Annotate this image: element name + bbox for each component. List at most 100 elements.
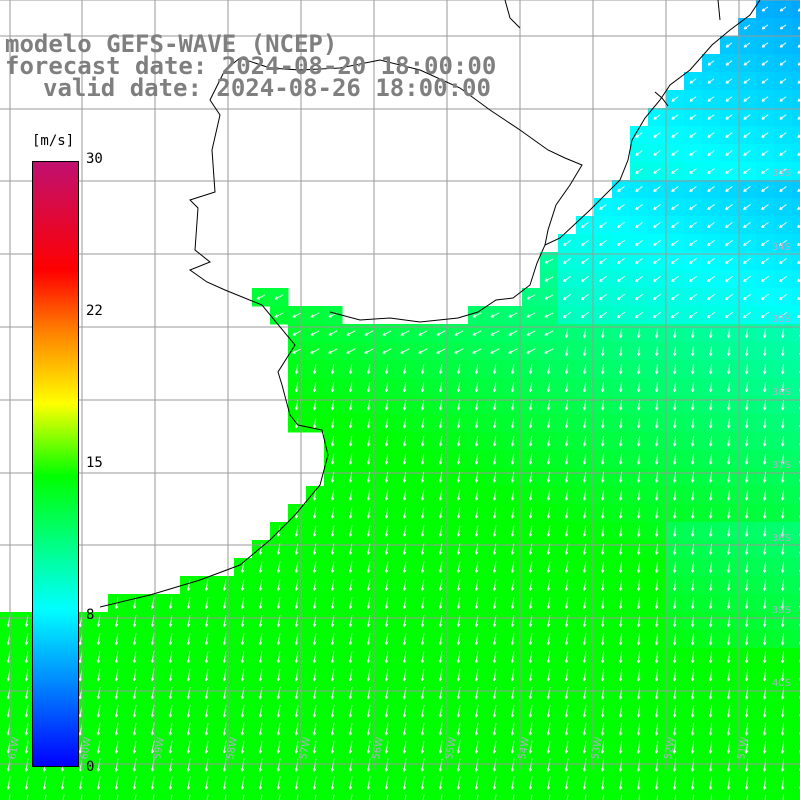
wind-arrow <box>528 435 533 447</box>
wind-arrow <box>564 686 569 700</box>
wind-arrow <box>726 579 731 591</box>
ocean-cell <box>792 774 800 793</box>
wind-arrow <box>26 794 29 800</box>
wind-arrow <box>724 293 733 301</box>
wind-arrow <box>725 150 733 156</box>
wind-arrow <box>384 382 389 393</box>
wind-arrow <box>726 346 731 357</box>
wind-arrow <box>258 722 263 736</box>
wind-arrow <box>778 311 788 319</box>
wind-arrow <box>296 794 299 800</box>
wind-arrow <box>438 686 443 700</box>
wind-arrow <box>708 525 713 537</box>
wind-arrow <box>689 240 697 247</box>
wind-arrow <box>528 651 533 664</box>
wind-arrow <box>743 132 751 138</box>
wind-arrow <box>330 507 335 519</box>
wind-arrow <box>510 382 515 393</box>
ocean-cell <box>252 792 271 800</box>
wind-arrow <box>474 525 479 537</box>
wind-arrow <box>384 399 389 411</box>
wind-arrow <box>420 776 425 790</box>
wind-arrow <box>708 507 713 519</box>
wind-arrow <box>384 668 389 682</box>
wind-arrow <box>744 364 749 375</box>
wind-arrow <box>384 704 389 718</box>
ocean-cell <box>792 756 800 775</box>
wind-arrow <box>598 311 608 319</box>
ocean-cell <box>792 396 800 415</box>
wind-arrow <box>24 668 29 682</box>
wind-arrow <box>348 471 353 483</box>
wind-arrow <box>618 417 623 429</box>
wind-arrow <box>492 489 497 501</box>
wind-arrow <box>654 758 659 772</box>
wind-arrow <box>294 382 299 393</box>
wind-arrow <box>600 758 605 772</box>
wind-arrow <box>564 668 569 682</box>
wind-arrow <box>654 597 659 609</box>
wind-arrow <box>690 615 695 628</box>
wind-arrow <box>616 293 625 301</box>
wind-arrow <box>382 348 392 354</box>
wind-arrow <box>312 597 317 609</box>
wind-arrow <box>292 330 302 336</box>
wind-arrow <box>24 615 29 628</box>
wind-arrow <box>726 561 731 573</box>
wind-arrow <box>544 348 554 354</box>
wind-arrow <box>618 328 623 338</box>
wind-arrow <box>636 346 641 357</box>
wind-arrow <box>761 96 769 102</box>
wind-arrow <box>654 740 659 754</box>
wind-arrow <box>204 633 209 646</box>
wind-arrow <box>797 152 800 156</box>
wind-arrow <box>510 561 515 573</box>
wind-arrow <box>96 633 101 646</box>
ocean-cell <box>396 792 415 800</box>
wind-arrow <box>474 722 479 736</box>
wind-arrow <box>330 382 335 393</box>
wind-arrow <box>672 597 677 609</box>
wind-arrow <box>188 794 191 800</box>
wind-arrow <box>599 204 607 210</box>
wind-arrow <box>708 435 713 447</box>
wind-arrow <box>420 651 425 664</box>
wind-arrow <box>690 776 695 790</box>
wind-arrow <box>636 722 641 736</box>
wind-arrow <box>510 668 515 682</box>
wind-arrow <box>418 348 428 354</box>
wind-arrow <box>526 294 536 300</box>
wind-arrow <box>438 633 443 646</box>
wind-arrow <box>456 382 461 393</box>
wind-arrow <box>780 399 785 411</box>
wind-arrow <box>456 686 461 700</box>
wind-arrow <box>762 668 767 682</box>
colorbar-tick-15: 15 <box>86 455 103 471</box>
wind-arrow <box>510 453 515 465</box>
wind-arrow <box>60 776 65 790</box>
ocean-cell <box>342 792 361 800</box>
wind-arrow <box>512 794 515 800</box>
wind-arrow <box>402 453 407 465</box>
wind-arrow <box>96 722 101 736</box>
wind-arrow <box>726 776 731 790</box>
wind-arrow <box>762 399 767 411</box>
wind-arrow <box>708 364 713 375</box>
wind-arrow <box>492 507 497 519</box>
wind-arrow <box>546 668 551 682</box>
wind-arrow <box>546 453 551 465</box>
ocean-cell <box>792 144 800 163</box>
wind-arrow <box>564 507 569 519</box>
wind-arrow <box>510 471 515 483</box>
wind-arrow <box>274 312 284 318</box>
wind-arrow <box>310 330 320 336</box>
wind-arrow <box>689 132 697 138</box>
wind-arrow <box>474 668 479 682</box>
wind-arrow <box>580 258 589 265</box>
wind-arrow <box>24 704 29 718</box>
wind-arrow <box>707 132 715 138</box>
wind-arrow <box>348 399 353 411</box>
wind-arrow <box>797 134 800 138</box>
ocean-cell <box>792 648 800 667</box>
wind-arrow <box>384 471 389 483</box>
